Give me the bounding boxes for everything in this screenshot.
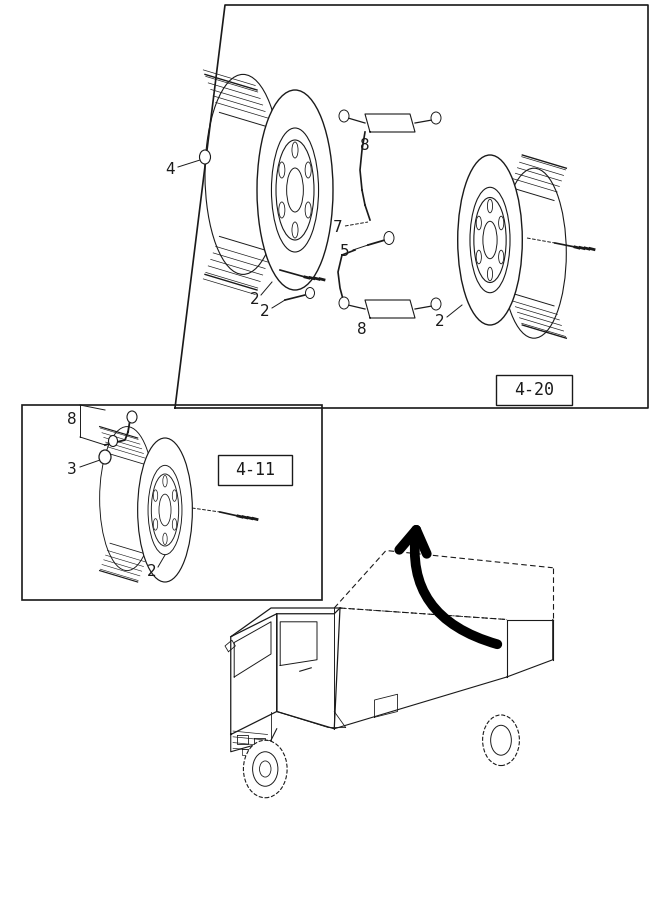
Ellipse shape — [259, 760, 271, 777]
Ellipse shape — [99, 427, 154, 571]
Ellipse shape — [474, 197, 506, 283]
Text: 4-20: 4-20 — [514, 381, 554, 399]
Ellipse shape — [483, 221, 497, 258]
Ellipse shape — [483, 715, 520, 766]
Text: 3: 3 — [67, 463, 77, 478]
Ellipse shape — [172, 518, 177, 530]
Ellipse shape — [470, 187, 510, 292]
Ellipse shape — [476, 216, 482, 230]
Ellipse shape — [148, 465, 182, 554]
Ellipse shape — [339, 110, 349, 122]
Text: 2: 2 — [435, 314, 445, 329]
Text: 4: 4 — [165, 163, 175, 177]
Text: 8: 8 — [67, 412, 77, 427]
Text: 2: 2 — [250, 292, 260, 308]
Ellipse shape — [431, 298, 441, 310]
FancyArrowPatch shape — [400, 530, 498, 644]
Ellipse shape — [287, 168, 303, 212]
Ellipse shape — [257, 90, 333, 290]
Ellipse shape — [305, 162, 311, 178]
FancyBboxPatch shape — [496, 375, 572, 405]
Text: 2: 2 — [260, 304, 270, 320]
FancyBboxPatch shape — [218, 455, 292, 485]
Ellipse shape — [476, 250, 482, 264]
Ellipse shape — [305, 287, 315, 299]
Ellipse shape — [163, 475, 167, 487]
Ellipse shape — [292, 222, 298, 238]
Ellipse shape — [99, 450, 111, 464]
Text: 5: 5 — [340, 245, 350, 259]
Ellipse shape — [243, 740, 287, 797]
Ellipse shape — [499, 250, 504, 264]
Ellipse shape — [279, 202, 285, 218]
Ellipse shape — [163, 533, 167, 544]
Ellipse shape — [271, 128, 319, 252]
Ellipse shape — [151, 474, 179, 546]
Ellipse shape — [499, 216, 504, 230]
Ellipse shape — [339, 297, 349, 309]
Ellipse shape — [153, 490, 157, 501]
Ellipse shape — [502, 168, 566, 338]
Text: 8: 8 — [358, 322, 367, 338]
Ellipse shape — [127, 411, 137, 423]
Ellipse shape — [159, 494, 171, 526]
Text: 8: 8 — [360, 138, 370, 152]
Ellipse shape — [292, 142, 298, 158]
Ellipse shape — [305, 202, 311, 218]
Ellipse shape — [137, 438, 192, 582]
Ellipse shape — [205, 75, 281, 274]
Ellipse shape — [153, 518, 157, 530]
Ellipse shape — [488, 267, 493, 281]
Ellipse shape — [458, 155, 522, 325]
Ellipse shape — [431, 112, 441, 124]
Ellipse shape — [276, 140, 314, 240]
Ellipse shape — [491, 725, 512, 755]
Ellipse shape — [109, 436, 117, 446]
Ellipse shape — [384, 231, 394, 245]
Ellipse shape — [172, 490, 177, 501]
Ellipse shape — [488, 199, 493, 212]
Ellipse shape — [199, 150, 211, 164]
Bar — [22, 405, 322, 600]
Text: 4-11: 4-11 — [235, 461, 275, 479]
Text: 7: 7 — [334, 220, 343, 236]
Text: 2: 2 — [147, 564, 157, 580]
Ellipse shape — [279, 162, 285, 178]
Ellipse shape — [253, 752, 278, 787]
